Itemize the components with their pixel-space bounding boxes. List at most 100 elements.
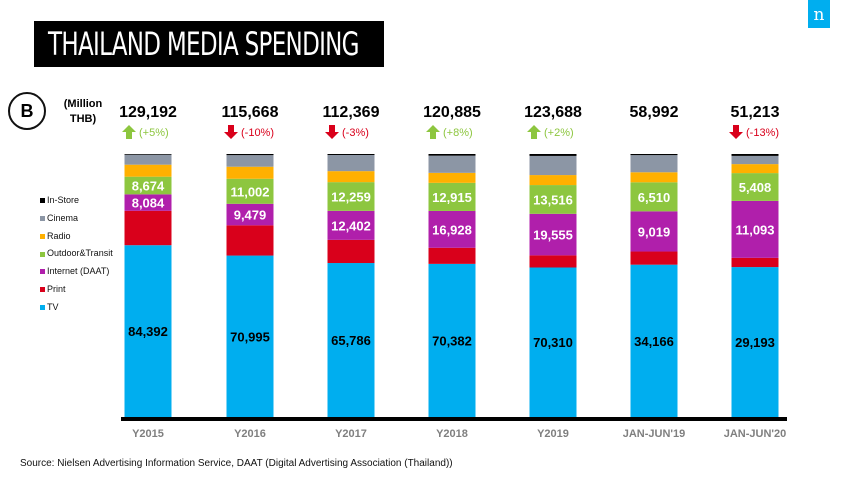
bar-segment-cinema — [124, 154, 172, 165]
data-label: 11,093 — [735, 222, 774, 237]
bar-segment-tv — [630, 264, 678, 417]
legend-item: In-Store — [40, 194, 79, 206]
legend-label: Internet (DAAT) — [47, 266, 110, 277]
bar-segment-radio — [327, 171, 375, 183]
bar-segment-outdoor-transit — [630, 182, 678, 212]
arrow-up-icon — [426, 125, 440, 139]
legend-item: Radio — [40, 230, 71, 242]
bar-segment-tv — [529, 267, 577, 417]
data-label: 13,516 — [533, 192, 573, 207]
bar-segment-print — [428, 247, 476, 264]
bar-segment-cinema — [731, 155, 779, 165]
bar-segment-cinema — [529, 155, 577, 176]
legend-item: Internet (DAAT) — [40, 265, 109, 277]
bar-segment-in-store — [226, 154, 274, 156]
x-tick-label: JAN-JUN'20 — [724, 428, 787, 440]
data-label: 65,786 — [331, 333, 371, 348]
change-label: (+8%) — [443, 127, 473, 139]
total-label: 129,192 — [119, 104, 177, 121]
legend-swatch — [40, 233, 45, 239]
x-axis-line — [121, 417, 787, 421]
data-label: 6,510 — [638, 190, 671, 205]
bar-segment-internet-daat- — [529, 213, 577, 256]
bar-segment-in-store — [428, 154, 476, 156]
data-label: 9,019 — [638, 224, 671, 239]
page-title: THAILAND MEDIA SPENDING — [34, 21, 384, 67]
legend-swatch — [40, 215, 45, 221]
total-label: 120,885 — [423, 104, 481, 121]
bar-segment-print — [630, 251, 678, 265]
bar-segment-radio — [124, 164, 172, 177]
bar-segment-tv — [327, 263, 375, 417]
bar-segment-tv — [428, 263, 476, 417]
bar-segment-tv — [226, 255, 274, 417]
x-tick-label: Y2016 — [234, 428, 266, 440]
bar-segment-print — [327, 239, 375, 264]
bar-segment-radio — [428, 172, 476, 183]
nielsen-logo: n — [808, 0, 830, 28]
bar-segment-print — [731, 257, 779, 268]
legend-item: Cinema — [40, 212, 78, 224]
legend-label: In-Store — [47, 195, 80, 205]
legend-label: TV — [47, 301, 59, 312]
data-label: 70,310 — [533, 335, 573, 350]
bar-segment-cinema — [630, 155, 678, 173]
x-tick-label: Y2019 — [537, 428, 569, 440]
bar-segment-outdoor-transit — [731, 173, 779, 201]
arrow-up-icon — [527, 125, 541, 139]
bar-segment-in-store — [529, 154, 577, 156]
legend-item: Print — [40, 283, 66, 295]
data-label: 12,259 — [331, 189, 371, 204]
x-tick-label: Y2018 — [436, 428, 468, 440]
arrow-down-icon — [729, 125, 743, 139]
bar-segment-print — [124, 210, 172, 246]
bar-segment-internet-daat- — [124, 194, 172, 211]
legend-swatch — [40, 304, 45, 310]
bar-segment-in-store — [630, 154, 678, 156]
bar-segment-outdoor-transit — [124, 176, 172, 195]
bar-segment-tv — [731, 267, 779, 417]
legend-swatch — [40, 251, 45, 257]
legend-swatch — [40, 198, 45, 204]
bar-segment-internet-daat- — [226, 203, 274, 226]
bar-segment-tv — [124, 245, 172, 417]
data-label: 9,479 — [234, 208, 267, 223]
x-tick-label: Y2017 — [335, 428, 367, 440]
legend-item: Outdoor&Transit — [40, 247, 113, 259]
legend-swatch — [40, 269, 45, 275]
legend-label: Outdoor&Transit — [47, 248, 113, 259]
data-label: 34,166 — [634, 334, 674, 349]
bar-segment-print — [529, 255, 577, 268]
bar-segment-print — [226, 225, 274, 256]
total-label: 112,369 — [323, 104, 380, 121]
bar-segment-internet-daat- — [630, 211, 678, 252]
arrow-down-icon — [224, 125, 238, 139]
data-label: 70,382 — [432, 333, 472, 348]
x-tick-label: JAN-JUN'19 — [623, 428, 686, 440]
data-label: 11,002 — [230, 184, 269, 199]
total-label: 51,213 — [731, 104, 780, 121]
change-label: (+2%) — [544, 127, 574, 139]
bar-segment-outdoor-transit — [529, 185, 577, 214]
bar-segment-radio — [529, 175, 577, 186]
data-label: 12,402 — [331, 218, 371, 233]
b-badge-icon: B — [8, 92, 46, 130]
bar-segment-outdoor-transit — [327, 182, 375, 211]
data-label: 8,084 — [132, 196, 165, 211]
data-label: 84,392 — [128, 324, 168, 339]
bar-segment-cinema — [226, 155, 274, 167]
x-tick-label: Y2015 — [132, 428, 164, 440]
data-label: 5,408 — [739, 180, 772, 195]
legend-label: Radio — [47, 230, 71, 241]
bar-segment-radio — [630, 172, 678, 183]
page-title-text: THAILAND MEDIA SPENDING — [48, 25, 360, 63]
unit-label: (Million THB) — [63, 98, 103, 125]
data-label: 8,674 — [132, 179, 165, 194]
bar-segment-in-store — [731, 154, 779, 156]
change-label: (-3%) — [342, 127, 369, 139]
bar-segment-internet-daat- — [327, 210, 375, 240]
change-label: (+5%) — [139, 127, 169, 139]
bar-segment-radio — [731, 164, 779, 174]
total-label: 123,688 — [524, 104, 582, 121]
